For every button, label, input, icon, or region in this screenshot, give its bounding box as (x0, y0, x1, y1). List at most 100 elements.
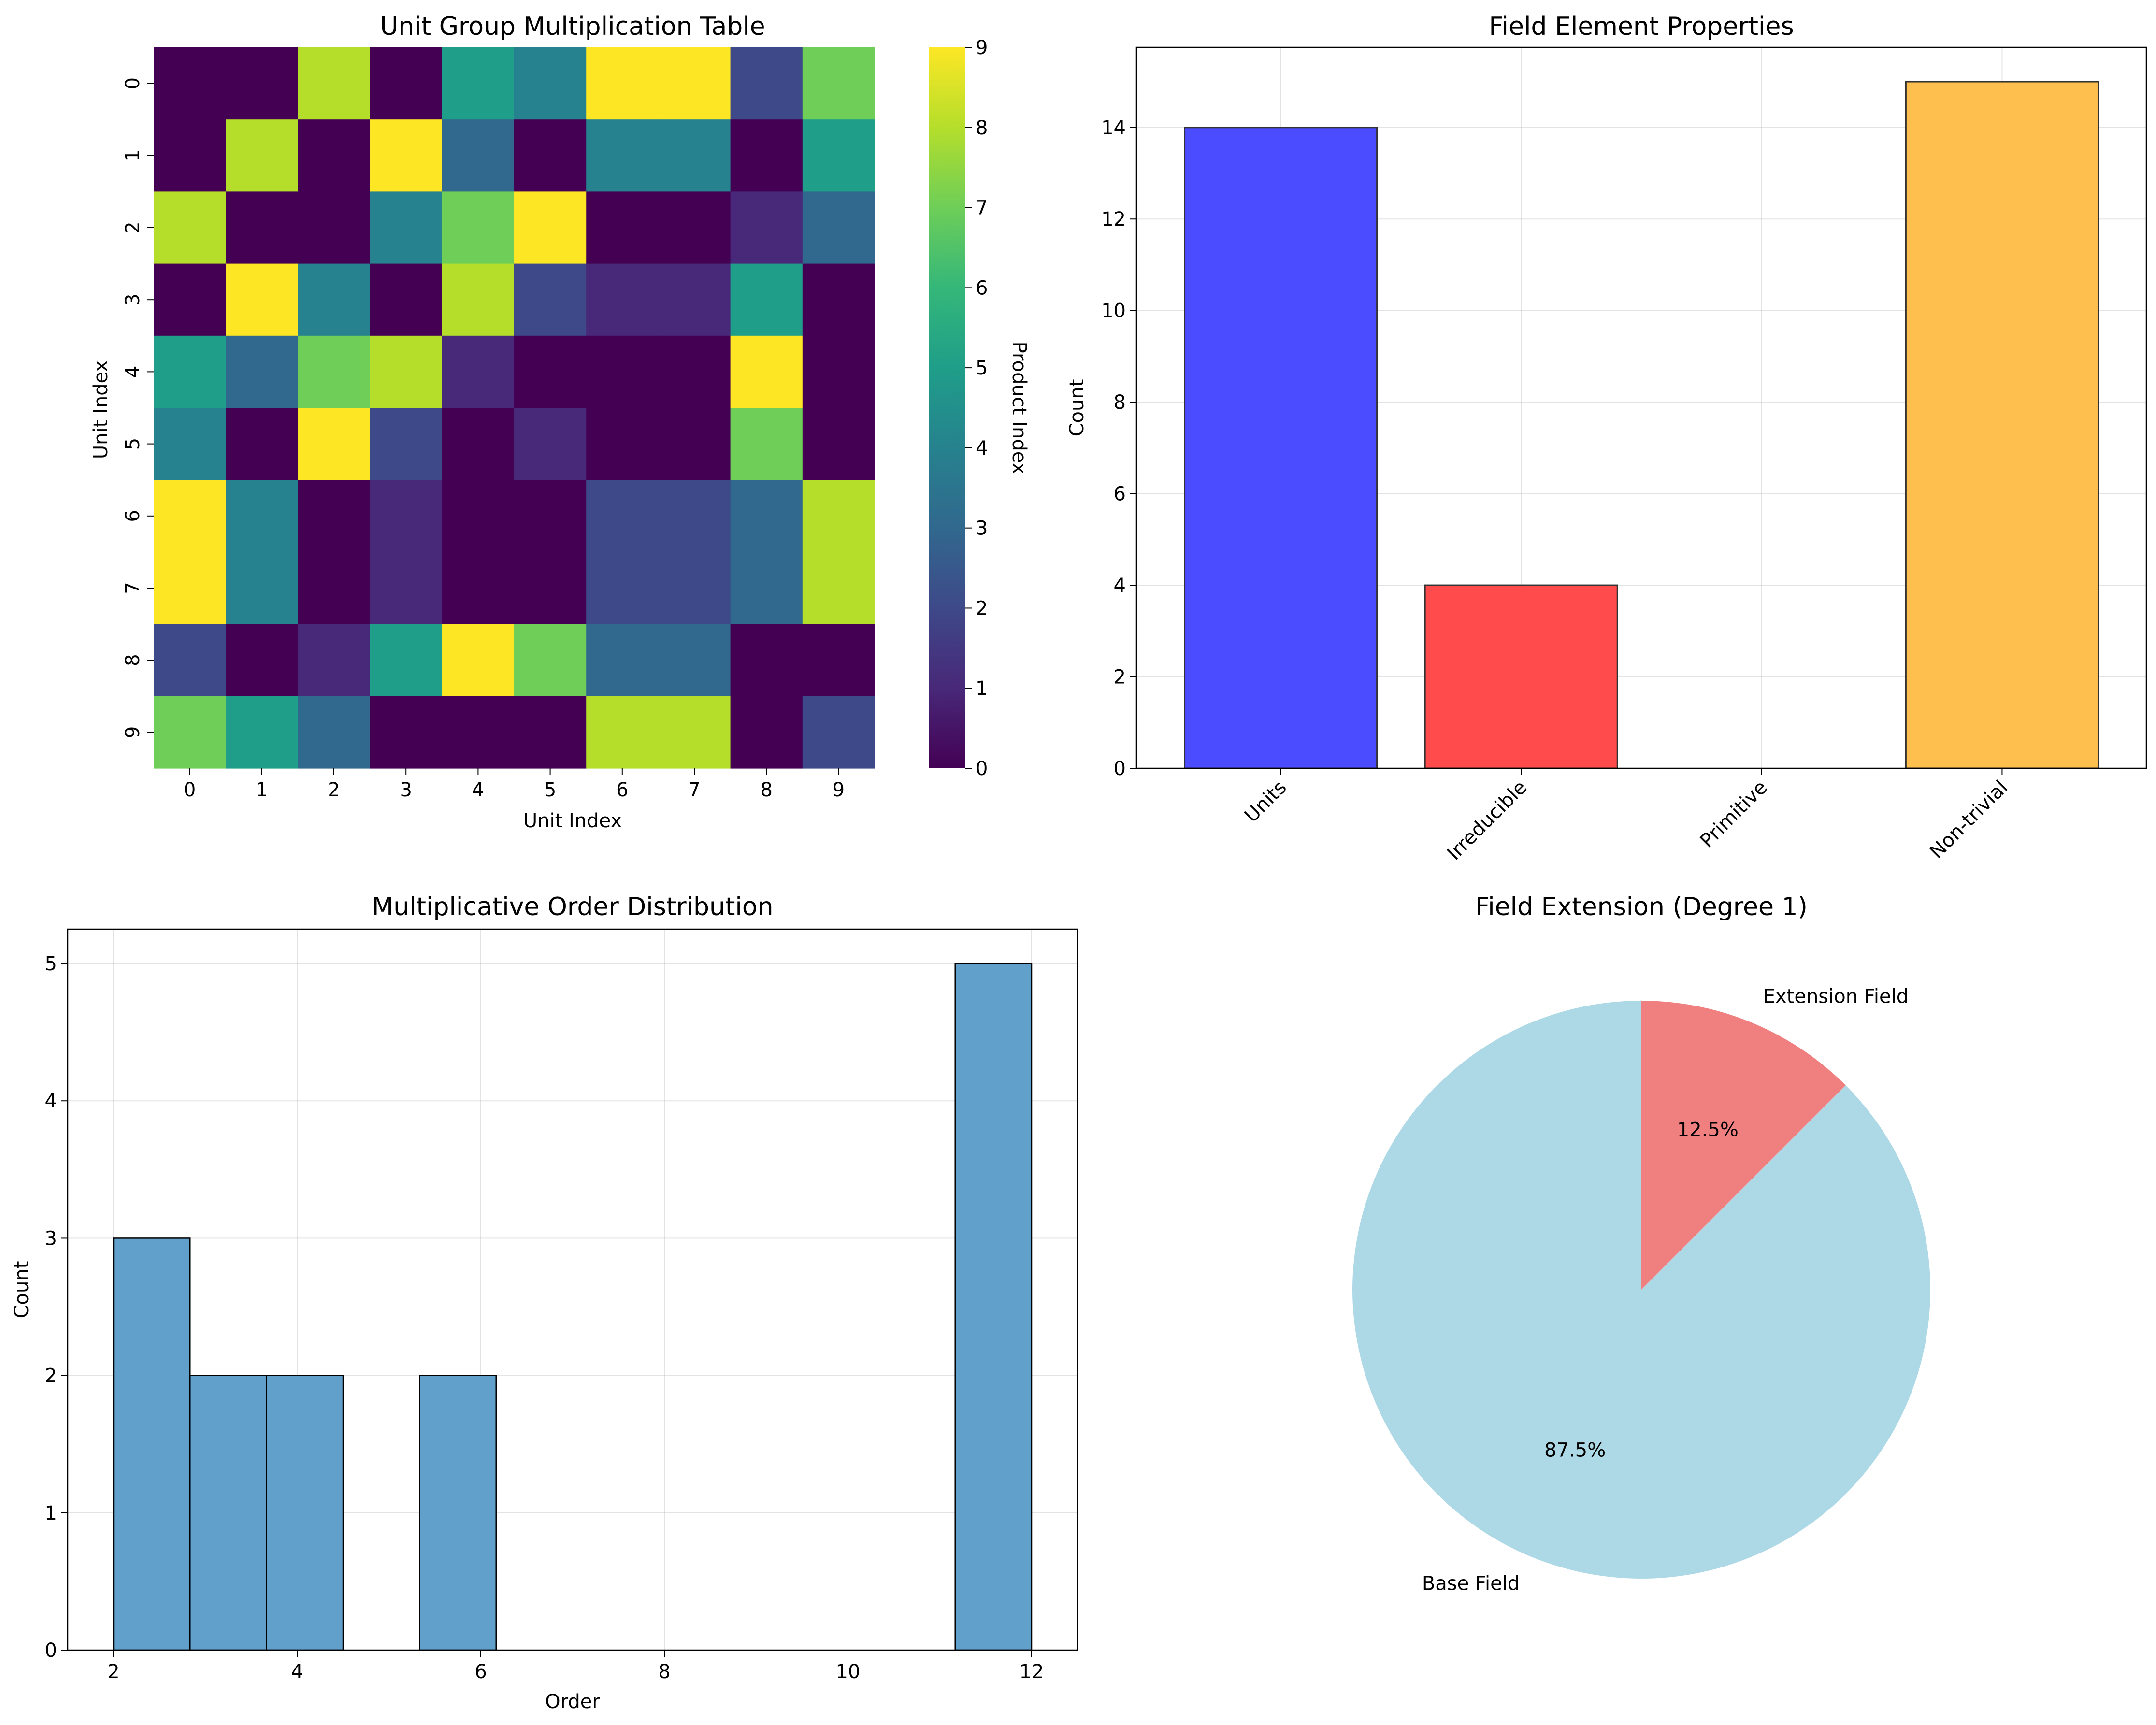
histogram-bar (266, 1375, 344, 1651)
heatmap-cell (658, 191, 731, 264)
heatmap-cell (658, 552, 731, 625)
bar-units (1184, 127, 1378, 769)
histogram-bar (113, 1237, 191, 1651)
heatmap-cell (370, 119, 443, 192)
heatmap-cell (154, 47, 226, 120)
colorbar-tick-label: 1 (976, 677, 988, 700)
histogram-bar (419, 1375, 497, 1651)
heatmap-cell (802, 408, 875, 480)
heatmap-y-label: Unit Index (90, 360, 112, 459)
bar-y-tick-label: 14 (1101, 117, 1126, 139)
heatmap-cell (442, 624, 515, 697)
colorbar-tick-label: 6 (976, 277, 988, 299)
heatmap-cell (442, 696, 515, 769)
colorbar-tick-label: 9 (976, 37, 988, 59)
heatmap-cell (298, 696, 371, 769)
histogram-y-label: Count (11, 1261, 33, 1319)
heatmap-cell (730, 119, 803, 192)
heatmap-cell (442, 263, 515, 336)
heatmap-cell (226, 408, 298, 480)
pie-slice-label: Extension Field (1763, 985, 1909, 1007)
histogram-y-tick-label: 0 (45, 1639, 57, 1662)
heatmap-y-tick-label: 6 (122, 510, 144, 522)
heatmap-cells (154, 47, 875, 769)
heatmap-colorbar (929, 47, 965, 768)
histogram-y-tick-label: 5 (45, 953, 57, 975)
histogram-bar (954, 963, 1033, 1651)
heatmap-cell (226, 47, 298, 120)
histogram-y-tick-label: 1 (45, 1502, 57, 1524)
heatmap-cell (586, 408, 659, 480)
heatmap-cell (442, 119, 515, 192)
heatmap-x-tick-label: 1 (256, 779, 268, 801)
heatmap-cell (442, 480, 515, 552)
heatmap-cell (802, 696, 875, 769)
heatmap-cell (370, 335, 443, 408)
heatmap-x-label: Unit Index (523, 810, 622, 832)
heatmap-y-tick-label: 1 (122, 149, 144, 161)
heatmap-cell (514, 696, 587, 769)
heatmap-y-tick-label: 2 (122, 221, 144, 233)
pie-panel: Field Extension (Degree 1) Extension Fie… (1352, 892, 1930, 1595)
heatmap-cell (442, 335, 515, 408)
colorbar-tick-label: 7 (976, 197, 988, 219)
heatmap-cell (658, 696, 731, 769)
pie-percent-label: 87.5% (1544, 1439, 1606, 1461)
histogram-panel: Multiplicative Order Distribution 012345… (11, 892, 1078, 1713)
heatmap-cell (802, 480, 875, 552)
heatmap-cell (586, 624, 659, 697)
heatmap-colorbar-label: Product Index (1008, 342, 1030, 474)
heatmap-cell (802, 119, 875, 192)
heatmap-cell (370, 696, 443, 769)
heatmap-cell (298, 624, 371, 697)
bar-y-tick-label: 12 (1101, 208, 1126, 230)
heatmap-cell (226, 263, 298, 336)
histogram-x-tick-label: 6 (474, 1661, 487, 1683)
heatmap-cell (370, 480, 443, 552)
heatmap-cell (298, 191, 371, 264)
histogram-frame (67, 928, 1078, 1651)
pie-labels: Extension Field 12.5% Base Field 87.5% (1422, 985, 1909, 1595)
heatmap-cell (730, 263, 803, 336)
histogram-bar (189, 1375, 267, 1651)
heatmap-x-tick-label: 3 (400, 779, 412, 801)
histogram-y-tick-label: 2 (45, 1365, 57, 1387)
heatmap-cell (154, 552, 226, 625)
heatmap-y-tick-label: 4 (122, 366, 144, 378)
heatmap-cell (586, 335, 659, 408)
heatmap-cell (370, 552, 443, 625)
heatmap-cell (730, 408, 803, 480)
heatmap-cell (370, 408, 443, 480)
bar-non-trivial (1905, 81, 2099, 769)
heatmap-y-ticks: 0 1 2 3 4 5 6 7 8 9 (122, 77, 154, 738)
heatmap-x-ticks: 0 1 2 3 4 5 6 7 8 9 (184, 768, 845, 801)
heatmap-cell (370, 47, 443, 120)
heatmap-cell (442, 408, 515, 480)
heatmap-cell (370, 624, 443, 697)
pie-percent-label: 12.5% (1677, 1119, 1739, 1141)
heatmap-cell (514, 624, 587, 697)
heatmap-cell (226, 624, 298, 697)
heatmap-cell (298, 552, 371, 625)
histogram-x-tick-label: 10 (836, 1661, 861, 1683)
heatmap-cell (802, 47, 875, 120)
heatmap-cell (730, 480, 803, 552)
heatmap-cell (730, 47, 803, 120)
heatmap-panel: Unit Group Multiplication Table 0 1 2 3 4 5 6 7… (90, 12, 1030, 832)
heatmap-cell (442, 552, 515, 625)
heatmap-cell (370, 191, 443, 264)
colorbar-tick-label: 4 (976, 437, 988, 460)
heatmap-colorbar-ticks: 0 1 2 3 4 5 6 7 8 9 (965, 37, 988, 780)
heatmap-x-tick-label: 5 (544, 779, 556, 801)
heatmap-x-tick-label: 6 (616, 779, 628, 801)
colorbar-tick-label: 3 (976, 518, 988, 540)
heatmap-x-tick-label: 8 (760, 779, 772, 801)
heatmap-x-tick-label: 9 (833, 779, 845, 801)
heatmap-x-tick-label: 7 (688, 779, 700, 801)
bar-y-tick-label: 10 (1101, 300, 1126, 322)
bar-chart-frame (1135, 46, 2147, 769)
heatmap-cell (298, 335, 371, 408)
heatmap-cell (586, 552, 659, 625)
heatmap-cell (658, 624, 731, 697)
